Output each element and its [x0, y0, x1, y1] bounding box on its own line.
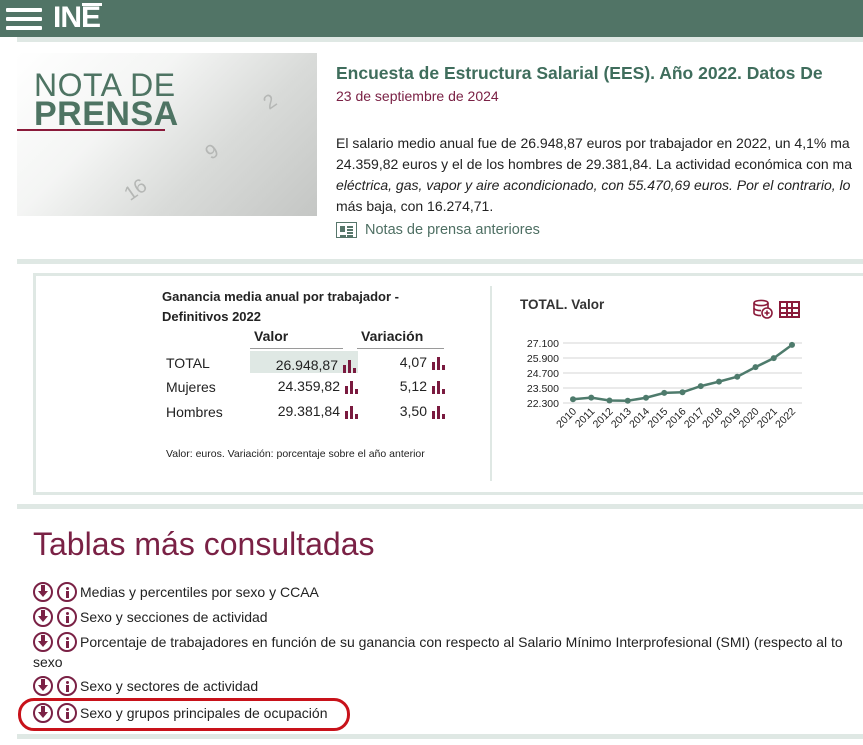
bottom-divider: [17, 734, 863, 739]
database-add-icon[interactable]: [753, 299, 773, 319]
calendar-digit-decoration: 2: [259, 89, 282, 115]
previous-press-releases-link[interactable]: Notas de prensa anteriores: [336, 222, 540, 238]
press-image-line2: PRENSA: [34, 95, 179, 133]
y-tick-label: 24.700: [527, 368, 559, 380]
info-icon[interactable]: [57, 703, 77, 723]
data-point[interactable]: [734, 373, 741, 380]
bar-chart-icon[interactable]: [343, 360, 356, 373]
value-total: 26.948,87: [250, 351, 358, 373]
press-summary-line-text: eléctrica, gas, vapor y aire acondiciona…: [336, 177, 851, 193]
newspaper-icon: [336, 222, 357, 238]
calendar-digit-decoration: 9: [201, 139, 224, 165]
top-header-bar: INE: [0, 0, 863, 37]
y-tick-label: 25.900: [527, 353, 559, 365]
bar-chart-icon[interactable]: [432, 406, 445, 419]
variation-hombres: 3,50: [360, 403, 445, 419]
download-icon[interactable]: [33, 632, 53, 652]
data-point[interactable]: [770, 355, 777, 362]
data-point[interactable]: [679, 389, 686, 396]
press-image-underline: [17, 129, 165, 131]
variation-total: 4,07: [360, 354, 445, 370]
variation-mujeres: 5,12: [360, 378, 445, 394]
data-point[interactable]: [570, 396, 576, 403]
row-label-hombres: Hombres: [166, 404, 223, 420]
section-divider: [17, 504, 863, 509]
header-underline: [250, 348, 343, 349]
ine-logo[interactable]: INE: [53, 1, 101, 34]
bar-chart-icon[interactable]: [432, 381, 445, 394]
row-label-total: TOTAL: [166, 355, 210, 371]
info-icon[interactable]: [57, 632, 77, 652]
variation-hombres-text: 3,50: [399, 403, 427, 419]
table-link-label[interactable]: Porcentaje de trabajadores en función de…: [80, 634, 843, 650]
bar-chart-icon[interactable]: [345, 381, 358, 394]
section-divider: [17, 259, 863, 264]
info-icon[interactable]: [57, 607, 77, 627]
variation-mujeres-text: 5,12: [399, 378, 427, 394]
press-date: 23 de septiembre de 2024: [336, 88, 499, 104]
table-link-label[interactable]: Sexo y secciones de actividad: [80, 609, 268, 625]
press-release-image[interactable]: NOTA DE PRENSA 2 9 16: [17, 53, 317, 216]
data-point[interactable]: [697, 383, 704, 390]
info-icon[interactable]: [57, 582, 77, 602]
bar-chart-icon[interactable]: [432, 357, 445, 370]
data-point[interactable]: [661, 389, 668, 396]
header-underline: [357, 348, 444, 349]
data-point[interactable]: [752, 364, 759, 371]
data-point[interactable]: [643, 394, 649, 401]
download-icon[interactable]: [33, 607, 53, 627]
table-view-icon[interactable]: [779, 301, 800, 318]
variation-total-text: 4,07: [399, 354, 427, 370]
bar-chart-icon[interactable]: [345, 406, 358, 419]
press-title[interactable]: Encuesta de Estructura Salarial (EES). A…: [336, 63, 823, 83]
table-link-label[interactable]: Medias y percentiles por sexo y CCAA: [80, 584, 319, 600]
press-summary-line: más baja, con 16.274,71.: [336, 198, 494, 214]
info-icon[interactable]: [57, 676, 77, 696]
x-tick-label: 2022: [773, 406, 798, 431]
value-mujeres: 24.359,82: [250, 378, 358, 394]
calendar-digit-decoration: 16: [120, 174, 152, 206]
table-link-label-continuation[interactable]: sexo: [33, 654, 63, 670]
data-point[interactable]: [606, 397, 613, 404]
value-total-text: 26.948,87: [275, 357, 338, 373]
logo-accent: [82, 3, 102, 6]
data-point[interactable]: [624, 397, 631, 404]
table-link-label[interactable]: Sexo y sectores de actividad: [80, 678, 259, 694]
y-tick-label: 23.500: [527, 383, 559, 395]
summary-table-title: Ganancia media anual por trabajador - De…: [162, 289, 399, 324]
indicator-panel: [33, 273, 863, 495]
column-header-valor: Valor: [254, 328, 289, 344]
hamburger-menu-icon[interactable]: [6, 6, 42, 32]
value-hombres: 29.381,84: [250, 403, 358, 419]
value-mujeres-text: 24.359,82: [277, 378, 340, 394]
table-footnote: Valor: euros. Variación: porcentaje sobr…: [166, 448, 425, 460]
data-point[interactable]: [588, 394, 595, 401]
data-point[interactable]: [716, 378, 722, 385]
press-summary-line: 24.359,82 euros y el de los hombres de 2…: [336, 156, 852, 172]
press-summary: El salario medio anual fue de 26.948,87 …: [336, 133, 852, 217]
row-label-mujeres: Mujeres: [166, 379, 216, 395]
press-summary-line: eléctrica, gas, vapor y aire acondiciona…: [336, 175, 852, 196]
press-summary-line: El salario medio anual fue de 26.948,87 …: [336, 135, 850, 151]
value-hombres-text: 29.381,84: [277, 403, 340, 419]
y-tick-label: 22.300: [527, 398, 559, 410]
press-image-line1: NOTA DE: [34, 67, 176, 103]
table-link-label[interactable]: Sexo y grupos principales de ocupación: [80, 705, 328, 721]
y-tick-label: 27.100: [527, 338, 559, 350]
top-divider: [17, 37, 863, 42]
previous-press-releases-label: Notas de prensa anteriores: [365, 222, 540, 238]
download-icon[interactable]: [33, 676, 53, 696]
download-icon[interactable]: [33, 582, 53, 602]
download-icon[interactable]: [33, 703, 53, 723]
highlight-annotation-ring: [18, 698, 350, 731]
panel-divider: [490, 286, 492, 481]
column-header-variacion: Variación: [361, 328, 424, 344]
data-point[interactable]: [789, 341, 795, 348]
section-title-tablas: Tablas más consultadas: [33, 526, 375, 562]
chart-title: TOTAL. Valor: [520, 297, 605, 312]
